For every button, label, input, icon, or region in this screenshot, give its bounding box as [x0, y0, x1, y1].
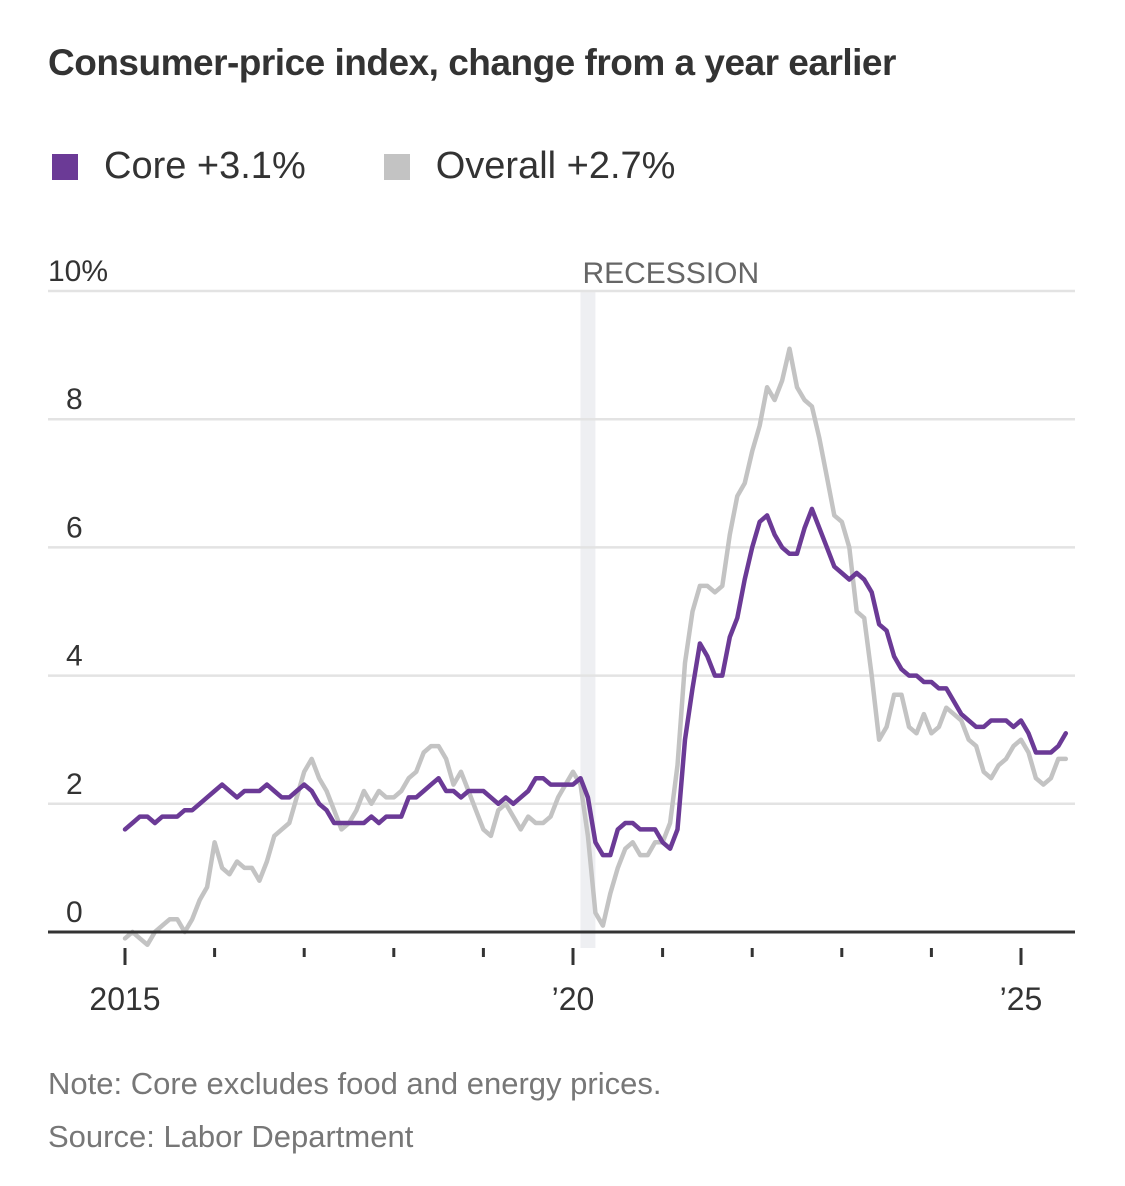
chart-note: Note: Core excludes food and energy pric… [48, 1066, 662, 1101]
x-tick-label: 2015 [89, 981, 160, 1017]
y-tick-label: 0 [66, 896, 83, 929]
legend: Core +3.1% Overall +2.7% [52, 145, 753, 188]
y-tick-label: 8 [66, 383, 83, 416]
chart-title: Consumer-price index, change from a year… [48, 42, 896, 83]
legend-label-core: Core +3.1% [104, 145, 306, 187]
recession-label: RECESSION [582, 257, 759, 290]
legend-item-core: Core +3.1% [52, 145, 306, 188]
y-tick-label: 6 [66, 511, 83, 544]
y-tick-label: 10% [48, 255, 108, 288]
x-axis: 2015 ’20 ’25 [48, 930, 1075, 1017]
x-tick-label: ’25 [1000, 981, 1043, 1017]
gridlines: 0 2 4 6 8 10% [48, 255, 1075, 929]
x-tick-label: ’20 [552, 981, 595, 1017]
series-line-overall [122, 346, 1069, 948]
legend-label-overall: Overall +2.7% [435, 145, 676, 187]
series-line-core [122, 506, 1069, 858]
legend-swatch-core [52, 153, 78, 180]
legend-swatch-overall [383, 153, 410, 180]
y-tick-label: 2 [66, 768, 83, 801]
y-tick-label: 4 [66, 640, 83, 673]
series-lines [122, 346, 1069, 948]
chart-source: Source: Labor Department [48, 1119, 414, 1154]
legend-item-overall: Overall +2.7% [383, 145, 676, 188]
